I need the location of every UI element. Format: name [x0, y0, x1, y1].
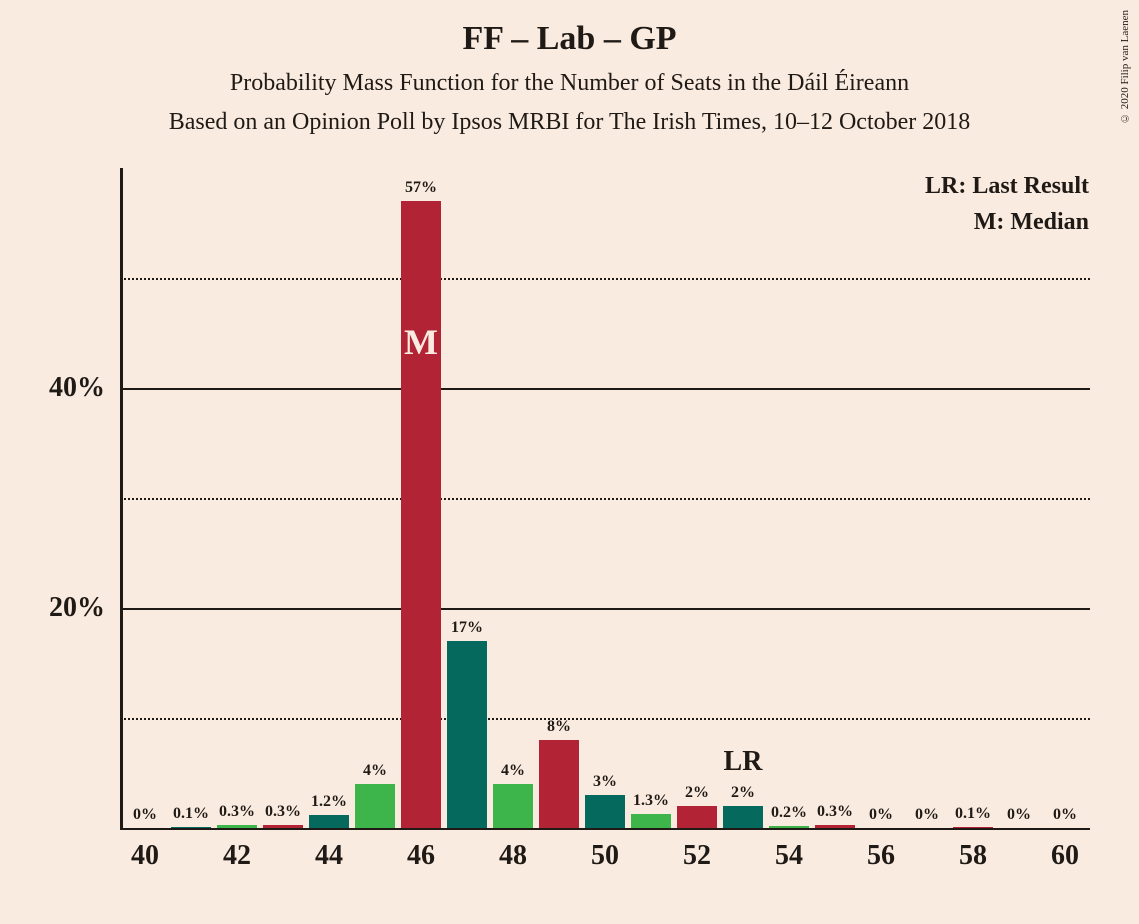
x-tick-label: 40 — [131, 840, 159, 872]
chart-title: FF – Lab – GP — [0, 0, 1139, 58]
bar-value-label: 0.1% — [955, 805, 991, 823]
bar-value-label: 0% — [1053, 806, 1077, 824]
bar — [631, 814, 670, 828]
bar — [171, 827, 210, 828]
bar-value-label: 4% — [501, 762, 525, 780]
x-tick-label: 54 — [775, 840, 803, 872]
gridline-minor — [120, 498, 1090, 500]
bar-value-label: 1.3% — [633, 792, 669, 810]
bar — [539, 740, 578, 828]
bar — [401, 201, 440, 828]
bar-value-label: 0% — [1007, 806, 1031, 824]
gridline-major — [120, 388, 1090, 390]
x-axis-baseline — [120, 828, 1090, 830]
bar-value-label: 4% — [363, 762, 387, 780]
x-tick-label: 60 — [1051, 840, 1079, 872]
bar-value-label: 0% — [869, 806, 893, 824]
bar — [815, 825, 854, 828]
bar-value-label: 2% — [685, 784, 709, 802]
x-tick-label: 56 — [867, 840, 895, 872]
bar-value-label: 0.3% — [817, 803, 853, 821]
x-tick-label: 58 — [959, 840, 987, 872]
chart-subtitle-2: Based on an Opinion Poll by Ipsos MRBI f… — [0, 97, 1139, 136]
bar-value-label: 3% — [593, 773, 617, 791]
bar — [263, 825, 302, 828]
bar-value-label: 0% — [915, 806, 939, 824]
y-tick-label: 40% — [49, 372, 105, 404]
x-tick-label: 48 — [499, 840, 527, 872]
bar-value-label: 0.3% — [265, 803, 301, 821]
bar — [723, 806, 762, 828]
x-tick-label: 50 — [591, 840, 619, 872]
bar — [769, 826, 808, 828]
bar-value-label: 2% — [731, 784, 755, 802]
chart-area: 20%40%40424446485052545658600%0.1%0.3%0.… — [120, 168, 1090, 828]
gridline-minor — [120, 278, 1090, 280]
median-marker: M — [404, 321, 438, 363]
bar-value-label: 17% — [451, 619, 483, 637]
bar — [677, 806, 716, 828]
x-tick-label: 46 — [407, 840, 435, 872]
x-tick-label: 42 — [223, 840, 251, 872]
bar-value-label: 57% — [405, 179, 437, 197]
gridline-minor — [120, 718, 1090, 720]
bar-value-label: 0.2% — [771, 804, 807, 822]
bar-value-label: 8% — [547, 718, 571, 736]
bar — [309, 815, 348, 828]
last-result-marker: LR — [724, 746, 763, 778]
bar-value-label: 0.1% — [173, 805, 209, 823]
x-tick-label: 52 — [683, 840, 711, 872]
copyright-text: © 2020 Filip van Laenen — [1119, 10, 1131, 124]
bar — [447, 641, 486, 828]
bar — [355, 784, 394, 828]
bar-value-label: 0% — [133, 806, 157, 824]
bar — [493, 784, 532, 828]
chart-subtitle-1: Probability Mass Function for the Number… — [0, 58, 1139, 97]
bar — [953, 827, 992, 828]
y-tick-label: 20% — [49, 592, 105, 624]
gridline-major — [120, 608, 1090, 610]
x-tick-label: 44 — [315, 840, 343, 872]
bar-value-label: 1.2% — [311, 793, 347, 811]
bar — [585, 795, 624, 828]
bar — [217, 825, 256, 828]
bar-value-label: 0.3% — [219, 803, 255, 821]
